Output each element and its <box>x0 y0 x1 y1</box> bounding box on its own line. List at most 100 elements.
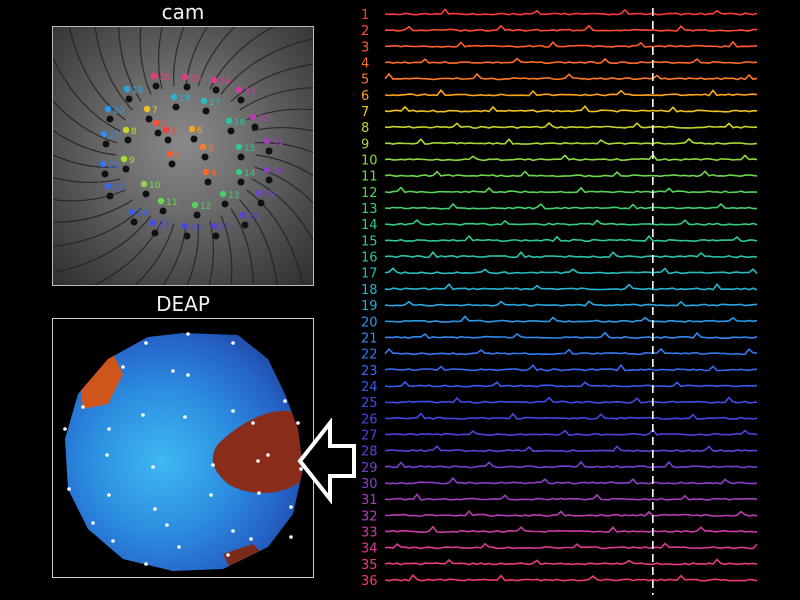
cam-electrode-dot-2 <box>152 119 160 127</box>
deap-electrode-dot <box>67 487 71 491</box>
cam-electrode-dot-18 <box>170 93 178 101</box>
cam-electrode-label-8: 8 <box>131 127 137 137</box>
trace-10 <box>384 153 758 162</box>
cam-electrode-dot-31 <box>263 137 271 145</box>
cam-electrode-label-12: 12 <box>200 202 211 212</box>
cam-electrode-dot-24 <box>128 208 136 216</box>
cam-electrode-dot-23 <box>104 182 112 190</box>
cam-electrode-label-18: 18 <box>179 94 191 104</box>
electrode-label-32: 32 <box>361 509 378 524</box>
electrode-wires <box>53 27 313 285</box>
camera-image: 1 2 3 4 5 6 7 8 9 10 11 12 13 14 15 16 17 18 19 20 21 22 23 24 2… <box>52 26 314 286</box>
trace-19 <box>384 300 758 307</box>
cam-electrode-label-29: 29 <box>264 190 276 200</box>
trace-7 <box>384 104 757 113</box>
deap-electrode-dot <box>107 427 111 431</box>
electrode-label-15: 15 <box>361 234 378 249</box>
trace-16 <box>384 250 758 259</box>
cam-electrode-dot-4 <box>202 168 210 176</box>
electrode-label-8: 8 <box>361 121 369 136</box>
cam-electrode-label-28: 28 <box>248 212 260 222</box>
electrode-label-4: 4 <box>361 57 369 72</box>
trace-24 <box>384 380 758 388</box>
cam-electrode-dot-22 <box>99 160 107 168</box>
deap-electrode-dot <box>289 505 293 509</box>
cam-electrode-dot-30 <box>263 166 271 174</box>
cam-electrode-label-27: 27 <box>219 223 230 233</box>
cam-electrode-label-3: 3 <box>175 151 181 161</box>
trace-1 <box>384 8 758 16</box>
deap-electrode-dot <box>266 453 270 457</box>
trace-22 <box>384 347 758 356</box>
electrode-label-16: 16 <box>361 251 378 266</box>
deap-electrode-dot <box>289 535 293 539</box>
electrode-label-28: 28 <box>361 445 378 460</box>
electrode-label-35: 35 <box>361 558 378 573</box>
cam-electrode-dot-11 <box>157 197 165 205</box>
trace-27 <box>384 428 758 437</box>
trace-20 <box>384 315 758 323</box>
deap-electrode-dot <box>186 373 190 377</box>
deap-electrode-dot <box>105 453 109 457</box>
cam-electrode-label-9: 9 <box>129 156 135 166</box>
cam-electrode-dot-29 <box>255 189 263 197</box>
cam-electrode-dot-34 <box>210 76 218 84</box>
cam-electrode-dot-27 <box>210 222 218 230</box>
deap-electrode-dot <box>153 507 157 511</box>
electrode-label-1: 1 <box>361 8 369 23</box>
deap-map <box>52 318 314 578</box>
electrode-label-19: 19 <box>361 299 378 314</box>
trace-33 <box>384 525 758 534</box>
deap-electrode-dot <box>91 521 95 525</box>
cam-electrode-label-17: 17 <box>209 98 220 108</box>
electrode-label-33: 33 <box>361 525 378 540</box>
cam-electrode-dot-35 <box>181 73 189 81</box>
cam-electrode-dot-32 <box>249 113 257 121</box>
electrode-label-9: 9 <box>361 137 369 152</box>
deap-electrode-dot <box>249 537 253 541</box>
trace-23 <box>384 363 758 372</box>
cam-electrode-label-23: 23 <box>113 183 124 193</box>
deap-electrode-dot <box>107 493 111 497</box>
deap-electrode-dot <box>111 539 115 543</box>
cam-electrode-dot-7 <box>143 105 151 113</box>
electrode-label-17: 17 <box>361 267 378 282</box>
cam-electrode-label-14: 14 <box>244 169 256 179</box>
cam-electrode-dot-26 <box>181 222 189 230</box>
cam-electrode-label-4: 4 <box>211 169 217 179</box>
trace-35 <box>384 558 758 566</box>
electrode-label-14: 14 <box>361 218 378 233</box>
cam-panel-title: cam <box>161 0 205 24</box>
electrode-label-23: 23 <box>361 364 378 379</box>
cam-electrode-label-21: 21 <box>109 131 120 141</box>
cam-electrode-label-34: 34 <box>219 77 231 87</box>
cam-electrode-label-25: 25 <box>158 220 169 230</box>
deap-electrode-dot <box>186 332 190 336</box>
cam-electrode-dot-20 <box>104 105 112 113</box>
electrode-label-22: 22 <box>361 348 378 363</box>
trace-12 <box>384 186 758 194</box>
deap-electrode-dot <box>165 523 169 527</box>
deap-heatmap <box>63 332 303 571</box>
deap-electrode-dot <box>144 562 148 566</box>
electrode-label-26: 26 <box>361 412 378 427</box>
cam-electrode-label-36: 36 <box>159 73 171 83</box>
electrode-label-7: 7 <box>361 105 369 120</box>
trace-14 <box>384 219 758 226</box>
deap-electrode-dot <box>251 421 255 425</box>
trace-4 <box>384 57 758 65</box>
cam-electrode-dot-36 <box>150 72 158 80</box>
cam-electrode-dot-16 <box>225 117 233 125</box>
trace-2 <box>384 24 757 32</box>
deap-electrode-dot <box>209 493 213 497</box>
electrode-label-12: 12 <box>361 186 378 201</box>
cam-electrode-label-6: 6 <box>197 126 203 136</box>
cam-electrode-dot-5 <box>199 143 207 151</box>
trace-8 <box>384 121 758 129</box>
trace-28 <box>384 445 757 453</box>
deap-electrode-dot <box>257 491 261 495</box>
trace-32 <box>384 510 758 517</box>
cam-electrode-label-2: 2 <box>161 120 167 130</box>
deap-electrode-dot <box>121 365 125 369</box>
